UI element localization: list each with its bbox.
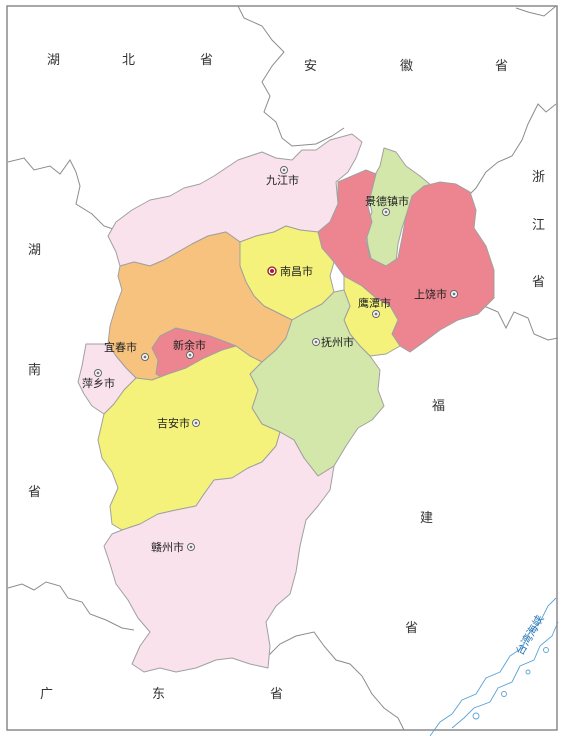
label-jingdezhen: 景德镇市: [365, 194, 409, 208]
city-markers: [94, 166, 458, 551]
label-yingtan: 鹰潭市: [358, 296, 391, 310]
marker-jingdezhen: [382, 208, 390, 216]
marker-shangrao: [450, 290, 458, 298]
label-hubei-1: 湖: [47, 53, 60, 68]
label-ganzhou: 赣州市: [151, 540, 184, 554]
marker-fuzhou: [312, 338, 320, 346]
label-guangdong-2: 东: [152, 687, 165, 702]
prefectures: [77, 133, 495, 673]
marker-pingxiang: [94, 369, 102, 377]
label-yichun: 宜春市: [104, 340, 137, 354]
label-hunan-2: 南: [28, 362, 41, 378]
coastline: [429, 597, 559, 736]
label-fujian-2: 建: [420, 511, 433, 526]
region-ganzhou[interactable]: [103, 431, 335, 673]
marker-yingtan: [372, 310, 380, 318]
label-jiujiang: 九江市: [266, 173, 299, 187]
label-anhui-2: 徽: [400, 59, 413, 74]
label-pingxiang: 萍乡市: [82, 376, 115, 390]
label-fujian-1: 福: [432, 399, 445, 414]
label-jian: 吉安市: [157, 416, 190, 430]
map-frame: [6, 5, 558, 731]
label-guangdong-1: 广: [40, 687, 53, 702]
label-zhejiang-3: 省: [532, 275, 545, 290]
label-fuzhou: 抚州市: [321, 335, 354, 349]
province-borders: [7, 5, 559, 731]
marker-jian: [192, 419, 200, 427]
marker-xinyu: [186, 351, 194, 359]
label-shangrao: 上饶市: [414, 287, 447, 301]
marker-jiujiang: [280, 166, 288, 174]
label-hunan-1: 湖: [28, 243, 41, 258]
label-hubei-2: 北: [122, 53, 135, 68]
label-zhejiang-1: 浙: [532, 170, 545, 185]
marker-ganzhou: [187, 543, 195, 551]
city-labels: 九江市 景德镇市 南昌市 上饶市 鹰潭市 抚州市 宜春市 新余市 萍乡市 吉安市…: [82, 173, 447, 554]
marker-nanchang-capital: [267, 266, 277, 276]
label-hubei-3: 省: [200, 53, 213, 68]
marker-yichun: [141, 353, 149, 361]
label-xinyu: 新余市: [173, 338, 206, 352]
label-anhui-1: 安: [304, 59, 317, 74]
label-anhui-3: 省: [495, 59, 508, 74]
label-guangdong-3: 省: [270, 687, 283, 702]
label-nanchang: 南昌市: [280, 264, 313, 278]
label-fujian-3: 省: [405, 621, 418, 636]
label-hunan-3: 省: [28, 485, 41, 500]
label-zhejiang-2: 江: [532, 218, 545, 233]
neighbor-labels: 湖 北 省 安 徽 省 浙 江 省 湖 南 省 福 建 省 广 东 省: [28, 53, 545, 702]
